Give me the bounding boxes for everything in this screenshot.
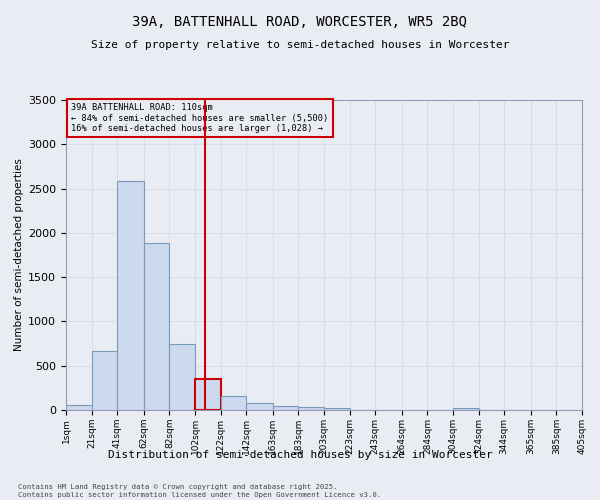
- Bar: [453, 408, 479, 410]
- Text: 39A, BATTENHALL ROAD, WORCESTER, WR5 2BQ: 39A, BATTENHALL ROAD, WORCESTER, WR5 2BQ: [133, 15, 467, 29]
- Bar: [246, 404, 273, 410]
- Text: Size of property relative to semi-detached houses in Worcester: Size of property relative to semi-detach…: [91, 40, 509, 50]
- Bar: [117, 182, 144, 410]
- Text: 39A BATTENHALL ROAD: 110sqm
← 84% of semi-detached houses are smaller (5,500)
16: 39A BATTENHALL ROAD: 110sqm ← 84% of sem…: [71, 103, 328, 133]
- Text: Distribution of semi-detached houses by size in Worcester: Distribution of semi-detached houses by …: [107, 450, 493, 460]
- Y-axis label: Number of semi-detached properties: Number of semi-detached properties: [14, 158, 24, 352]
- Bar: [221, 396, 246, 410]
- Bar: [66, 404, 92, 410]
- Bar: [195, 379, 221, 410]
- Bar: [324, 408, 350, 410]
- Bar: [273, 406, 298, 410]
- Bar: [144, 244, 169, 410]
- Bar: [92, 350, 117, 410]
- Text: Contains HM Land Registry data © Crown copyright and database right 2025.
Contai: Contains HM Land Registry data © Crown c…: [18, 484, 381, 498]
- Bar: [298, 408, 324, 410]
- Bar: [169, 344, 195, 410]
